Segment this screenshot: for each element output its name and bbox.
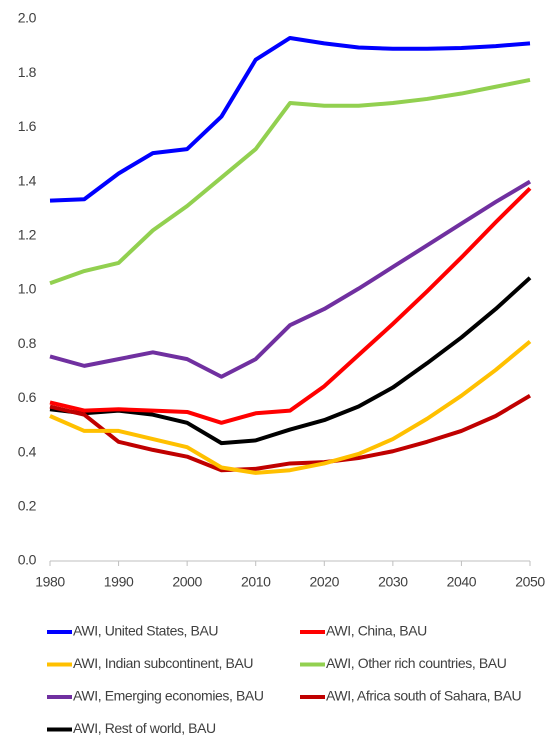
y-tick-label: 1.6 bbox=[18, 118, 37, 134]
x-tick-label: 1980 bbox=[35, 574, 65, 590]
y-tick-label: 0.6 bbox=[18, 389, 37, 405]
y-tick-label: 1.4 bbox=[18, 172, 37, 188]
legend-label: AWI, United States, BAU bbox=[73, 623, 218, 639]
series-line bbox=[49, 35, 531, 203]
legend-label: AWI, Other rich countries, BAU bbox=[326, 655, 507, 671]
series-line bbox=[49, 339, 532, 475]
x-tick-label: 2030 bbox=[378, 574, 408, 590]
series-line bbox=[49, 276, 532, 446]
y-tick-label: 0.4 bbox=[18, 443, 37, 459]
legend-label: AWI, Emerging economies, BAU bbox=[73, 688, 264, 704]
legend-label: AWI, Rest of world, BAU bbox=[73, 720, 216, 736]
series-line bbox=[49, 78, 531, 286]
x-tick-label: 2010 bbox=[241, 574, 271, 590]
y-tick-label: 0.2 bbox=[18, 498, 37, 514]
series-line bbox=[49, 179, 532, 379]
y-tick-label: 1.8 bbox=[18, 64, 37, 80]
x-tick-label: 2020 bbox=[310, 574, 340, 590]
series-line bbox=[49, 186, 532, 425]
y-tick-label: 0.0 bbox=[18, 552, 37, 568]
legend-label: AWI, Indian subcontinent, BAU bbox=[73, 655, 253, 671]
y-tick-label: 0.8 bbox=[18, 335, 37, 351]
x-tick-label: 2040 bbox=[447, 574, 477, 590]
x-tick-label: 2050 bbox=[515, 574, 545, 590]
x-tick-label: 2000 bbox=[172, 574, 202, 590]
x-tick-label: 1990 bbox=[104, 574, 134, 590]
legend-label: AWI, Africa south of Sahara, BAU bbox=[326, 688, 522, 704]
y-tick-label: 2.0 bbox=[18, 10, 37, 26]
series-line bbox=[49, 393, 532, 473]
legend-label: AWI, China, BAU bbox=[326, 623, 427, 639]
y-tick-label: 1.2 bbox=[18, 227, 37, 243]
y-tick-label: 1.0 bbox=[18, 281, 37, 297]
